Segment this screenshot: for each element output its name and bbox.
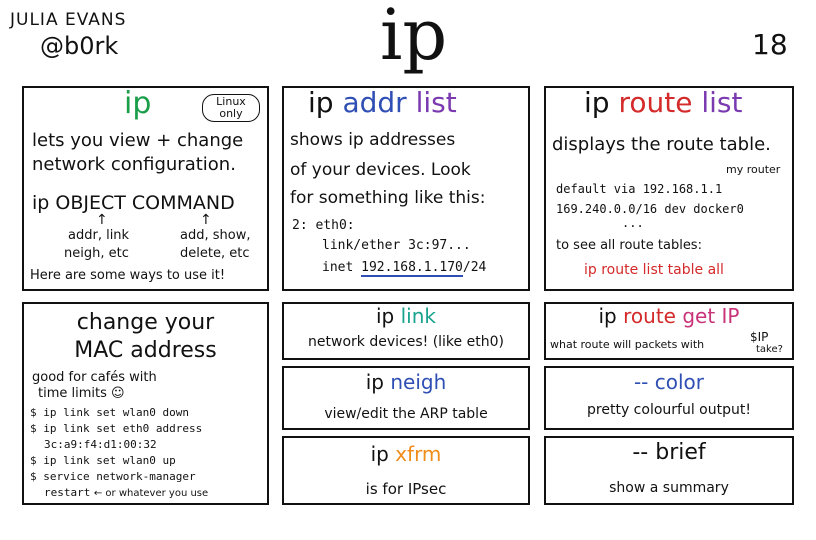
route-annotation: my router: [726, 163, 781, 176]
route-code-2: 169.240.0.0/16 dev docker0: [556, 202, 744, 216]
panel-color: -- color pretty colourful output!: [544, 366, 794, 430]
mac-cmd-1: $ ip link set wlan0 down: [30, 406, 189, 419]
author-name: JULIA EVANS: [10, 10, 127, 30]
link-desc: network devices! (like eth0): [308, 334, 504, 350]
panel-brief: -- brief show a summary: [544, 436, 794, 505]
panel-addr-list: ip addr list shows ip addresses of your …: [282, 86, 530, 291]
linux-only-badge: Linux only: [202, 94, 260, 122]
panel-title: ip route list: [584, 86, 743, 119]
panel-route-get: ip route get IP what route will packets …: [544, 302, 794, 360]
panel-xfrm: ip xfrm is for IPsec: [282, 436, 530, 505]
color-desc: pretty colourful output!: [587, 402, 751, 418]
panel-title: ip route get IP: [598, 304, 740, 328]
mac-cmd-4: $ ip link set wlan0 up: [30, 454, 176, 467]
route-note: to see all route tables:: [556, 238, 702, 253]
panel-title: ip addr list: [308, 86, 457, 119]
panel-link: ip link network devices! (like eth0): [282, 302, 530, 360]
panel-title-2: MAC address: [74, 338, 217, 363]
page-title: ip: [380, 0, 448, 76]
panel-title: -- color: [633, 370, 705, 394]
mac-desc-1: good for cafés with: [32, 370, 157, 385]
routeget-take: take?: [756, 344, 783, 355]
code-line-2: link/ether 3c:97...: [322, 238, 471, 253]
command-examples-1: add, show,: [180, 228, 251, 243]
code-line-3: inet 192.168.1.170/24: [322, 260, 487, 277]
syntax: ip OBJECT COMMAND: [32, 192, 235, 214]
desc-line-2: network configuration.: [32, 154, 236, 175]
panel-footer: Here are some ways to use it!: [30, 268, 226, 283]
routeget-desc: what route will packets with: [550, 338, 705, 351]
panel-title-1: change your: [76, 310, 215, 335]
page-number: 18: [752, 28, 788, 61]
routeget-var: $IP: [750, 330, 769, 344]
smile-icon: ☺: [111, 386, 125, 401]
mac-cmd-6: restart ← or whatever you use: [44, 486, 209, 499]
desc-line-1: shows ip addresses: [290, 130, 456, 150]
desc-line-3: for something like this:: [290, 188, 486, 208]
mac-cmd-2: $ ip link set eth0 address: [30, 422, 203, 435]
route-code-1: default via 192.168.1.1: [556, 182, 723, 196]
desc-line-2: of your devices. Look: [290, 160, 471, 180]
panel-title: -- brief: [632, 440, 706, 465]
panel-title: ip: [124, 86, 152, 121]
neigh-desc: view/edit the ARP table: [324, 406, 488, 422]
panel-title: ip link: [376, 304, 436, 328]
xfrm-desc: is for IPsec: [365, 480, 447, 498]
panel-title: ip neigh: [365, 370, 447, 394]
mac-desc-2: time limits ☺: [38, 386, 125, 401]
code-line-1: 2: eth0:: [292, 218, 355, 233]
mac-cmd-3: 3c:a9:f4:d1:00:32: [44, 438, 157, 451]
brief-desc: show a summary: [609, 480, 729, 496]
panel-route-list: ip route list displays the route table. …: [544, 86, 794, 291]
panel-mac-address: change your MAC address good for cafés w…: [22, 302, 269, 505]
desc-line-1: lets you view + change: [32, 130, 244, 151]
arrow-up-icon: ↑: [96, 212, 108, 228]
object-examples-1: addr, link: [68, 228, 130, 243]
route-ellipsis: ...: [622, 216, 644, 230]
panel-title: ip xfrm: [370, 442, 442, 466]
author-handle: @b0rk: [40, 32, 119, 60]
mac-cmd-5: $ service network-manager: [30, 470, 196, 483]
panel-neigh: ip neigh view/edit the ARP table: [282, 366, 530, 430]
arrow-up-icon: ↑: [200, 212, 212, 228]
command-examples-2: delete, etc: [180, 246, 250, 261]
route-desc: displays the route table.: [552, 134, 771, 155]
panel-ip: ip Linux only lets you view + change net…: [22, 86, 269, 291]
object-examples-2: neigh, etc: [64, 246, 129, 261]
route-command: ip route list table all: [584, 262, 724, 278]
